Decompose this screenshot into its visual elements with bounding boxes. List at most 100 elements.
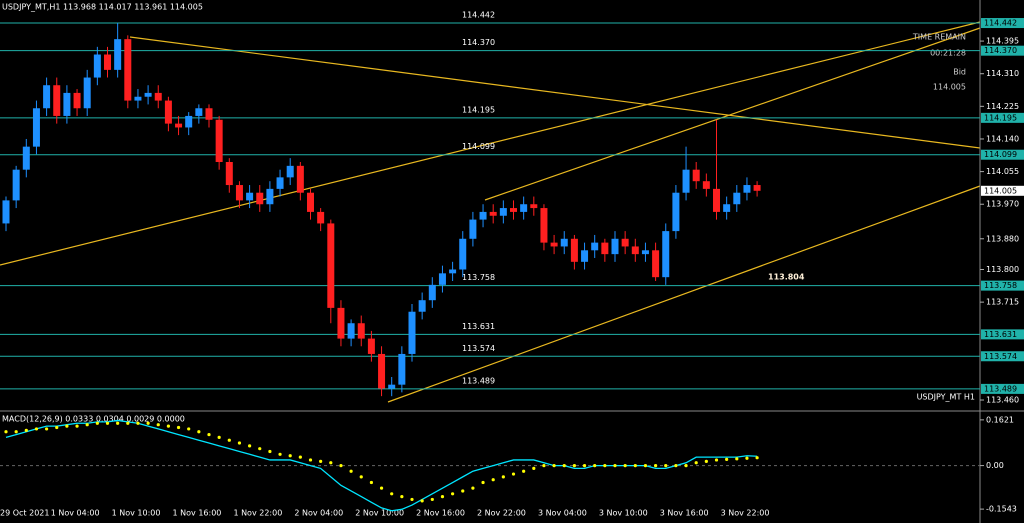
candle-body	[743, 185, 751, 193]
time-remain: 00:21:28	[930, 49, 966, 58]
candle-body	[256, 192, 264, 205]
candle-body	[510, 208, 517, 212]
candle-body	[631, 246, 639, 255]
candle-body	[611, 238, 619, 255]
signal-dot	[451, 492, 455, 496]
y-tick-label: 0.00	[986, 461, 1004, 470]
candle-body	[641, 250, 649, 255]
candle-body	[550, 242, 558, 247]
macd-line	[5, 419, 758, 512]
signal-dot	[24, 428, 28, 432]
candle-body	[63, 92, 71, 116]
signal-dot	[156, 423, 160, 427]
x-tick-label: 3 Nov 04:00	[538, 509, 587, 518]
signal-dot	[582, 463, 587, 468]
trendline	[484, 27, 981, 201]
candle-body	[185, 115, 193, 128]
signal-dot	[258, 447, 262, 451]
candle-body	[286, 165, 294, 178]
candle-body	[347, 323, 355, 339]
candle-body	[195, 108, 203, 116]
signal-dot	[166, 424, 170, 428]
level-box-label: 113.631	[984, 330, 1017, 339]
candle-body	[22, 146, 30, 170]
signal-dot	[339, 463, 343, 468]
candle-body	[317, 211, 325, 224]
signal-dot	[105, 421, 110, 425]
signal-dot	[420, 499, 424, 503]
candle-body	[560, 238, 568, 247]
x-tick-label: 1 Nov 10:00	[112, 509, 161, 518]
signal-dot	[45, 427, 49, 431]
candle-body	[733, 192, 741, 205]
signal-dot	[146, 421, 150, 425]
price-annotation: 113.804	[768, 272, 805, 281]
signal-dot	[481, 480, 485, 485]
time-remain-label: TIME REMAIN	[912, 33, 966, 42]
candle-body	[32, 108, 40, 147]
signal-dot	[684, 463, 688, 468]
signal-dot	[613, 463, 617, 468]
level-label: 113.489	[462, 376, 495, 385]
y-tick-label: 114.225	[986, 102, 1019, 111]
bid-value: 114.005	[933, 83, 966, 92]
signal-dot	[745, 456, 749, 460]
signal-dot	[522, 469, 526, 473]
last-price-box	[981, 185, 1024, 196]
signal-dot	[440, 495, 445, 499]
candle-body	[398, 353, 406, 385]
candle-body	[601, 242, 609, 255]
signal-dot	[65, 424, 69, 428]
candle-body	[702, 181, 710, 189]
candle-body	[753, 185, 761, 191]
signal-dot	[410, 497, 414, 502]
signal-dot	[735, 457, 739, 461]
signal-dot	[85, 423, 89, 427]
x-tick-label: 2 Nov 04:00	[294, 509, 343, 518]
signal-dot	[491, 478, 495, 482]
level-box	[981, 18, 1024, 29]
candle-body	[327, 223, 335, 308]
candle-body	[225, 162, 233, 186]
level-label: 114.099	[462, 142, 495, 151]
signal-dot	[329, 461, 333, 465]
chart-title: USDJPY_MT,H1 113.968 114.017 113.961 114…	[2, 3, 203, 12]
candle-body	[489, 211, 497, 216]
watermark: USDJPY_MT H1	[917, 393, 975, 402]
signal-dot	[227, 438, 231, 442]
candle-body	[144, 92, 152, 97]
candle-body	[418, 300, 426, 312]
candle-body	[73, 92, 81, 109]
x-tick-label: 2 Nov 16:00	[416, 509, 465, 518]
level-box	[981, 280, 1024, 291]
signal-dot	[643, 463, 648, 468]
signal-dot	[633, 463, 637, 468]
signal-dot	[248, 444, 252, 448]
level-box	[981, 149, 1024, 160]
signal-dot	[461, 489, 465, 493]
signal-dot	[501, 475, 505, 479]
signal-dot	[694, 461, 698, 465]
signal-dot	[379, 486, 384, 490]
candle-body	[337, 307, 345, 339]
signal-dot	[471, 486, 475, 490]
candle-body	[12, 169, 20, 201]
signal-dot	[319, 459, 323, 463]
signal-dot	[532, 466, 536, 471]
candle-body	[83, 77, 91, 109]
candle-body	[307, 192, 314, 212]
y-tick-label: 114.395	[986, 37, 1019, 46]
signal-dot	[704, 459, 708, 463]
candle-body	[479, 211, 487, 220]
candle-body	[296, 165, 304, 193]
level-box	[981, 329, 1024, 340]
candle-body	[93, 54, 101, 78]
level-box-label: 113.758	[984, 281, 1017, 290]
signal-dot	[176, 425, 181, 430]
signal-dot	[572, 463, 577, 468]
trendline	[0, 21, 981, 266]
candle-body	[367, 338, 375, 354]
level-label: 114.370	[462, 38, 495, 47]
candle-body	[175, 123, 183, 128]
